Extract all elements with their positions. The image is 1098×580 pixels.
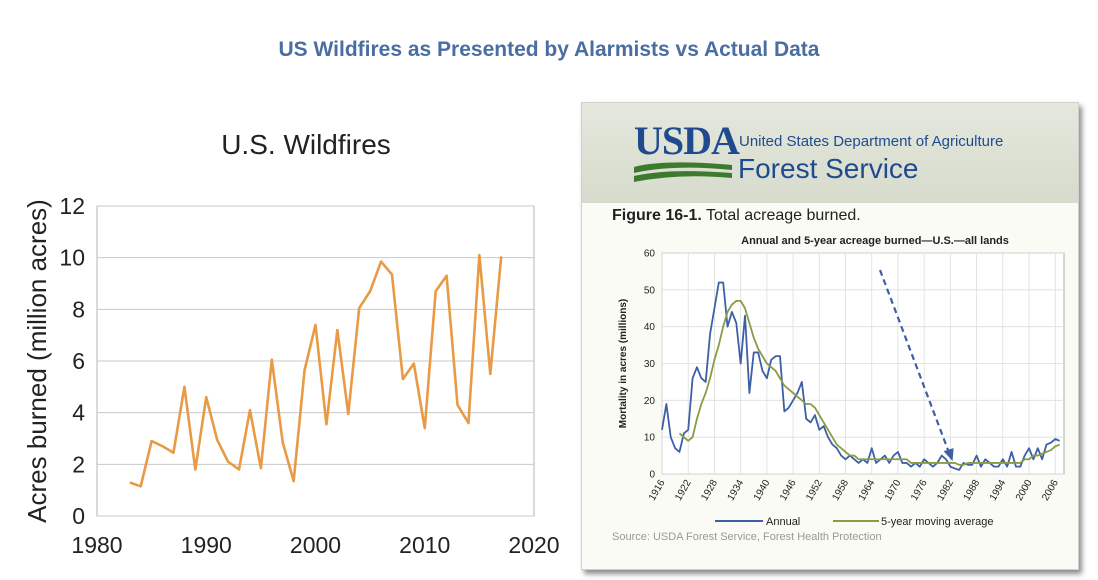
figure-caption: Figure 16-1. Total acreage burned.: [612, 207, 861, 225]
inner-chart-title: Annual and 5-year acreage burned—U.S.—al…: [741, 235, 1009, 247]
x-tick-label: 1980: [71, 532, 122, 558]
chart-title: U.S. Wildfires: [221, 129, 391, 160]
arrow-head-icon: [943, 448, 954, 462]
dept-name: United States Department of Agriculture: [739, 133, 1004, 150]
inner-y-axis-label: Mortality in acres (millions): [618, 299, 629, 428]
agency-name: Forest Service: [738, 153, 919, 184]
inner-x-tick-label: 1988: [962, 478, 983, 503]
inner-y-tick-label: 30: [644, 359, 656, 370]
inner-x-tick-label: 1976: [909, 478, 930, 503]
x-tick-label: 2020: [508, 532, 559, 558]
inner-x-tick-label: 1934: [726, 478, 747, 503]
inner-x-tick-label: 1928: [699, 478, 720, 503]
inner-y-tick-label: 20: [644, 396, 656, 407]
legend-annual-label: Annual: [766, 516, 800, 528]
y-tick-label: 8: [72, 296, 85, 322]
inner-x-tick-label: 2006: [1040, 478, 1061, 503]
usda-hills-logo-icon: [634, 162, 732, 182]
legend-moving-average-label: 5-year moving average: [881, 516, 994, 528]
inner-x-tick-label: 1922: [673, 478, 694, 503]
inner-x-tick-label: 2000: [1014, 478, 1035, 503]
y-tick-label: 4: [72, 400, 85, 426]
inner-y-tick-label: 50: [644, 285, 656, 296]
inner-y-tick-label: 10: [644, 433, 656, 444]
usda-figure-panel: USDA United States Department of Agricul…: [581, 102, 1079, 570]
inner-x-tick-label: 1970: [883, 478, 904, 503]
inner-x-tick-label: 1946: [778, 478, 799, 503]
figure-desc: Total acreage burned.: [705, 207, 861, 224]
y-tick-label: 10: [59, 245, 85, 271]
inner-y-tick-label: 0: [649, 470, 655, 481]
inner-y-tick-label: 40: [644, 322, 656, 333]
moving-average-series-line: [678, 299, 1060, 466]
annual-series-line: [661, 281, 1060, 471]
source-note: Source: USDA Forest Service, Forest Heal…: [612, 531, 882, 543]
inner-x-tick-label: 1982: [935, 478, 956, 503]
y-tick-label: 6: [72, 348, 85, 374]
usda-logo: USDA: [634, 118, 740, 163]
dashed-arrow: [878, 269, 951, 455]
y-tick-label: 0: [72, 503, 85, 529]
y-axis-label: Acres burned (million acres): [22, 199, 52, 523]
inner-x-tick-label: 1964: [857, 478, 878, 503]
y-tick-label: 12: [59, 193, 85, 219]
y-tick-label: 2: [72, 451, 85, 477]
inner-x-tick-label: 1952: [804, 478, 825, 503]
x-tick-label: 2000: [290, 532, 341, 558]
inner-x-tick-label: 1940: [752, 478, 773, 503]
x-tick-label: 2010: [399, 532, 450, 558]
left-chart: 0 2 4 6 8 10 12 1980 1990 2000 2010 2020 U.S. Wildfi…: [22, 129, 560, 558]
inner-x-tick-label: 1958: [830, 478, 851, 503]
wildfire-series-line: [129, 253, 503, 488]
figure-label: Figure 16-1.: [612, 207, 702, 224]
x-tick-label: 1990: [181, 532, 232, 558]
inner-x-tick-label: 1916: [647, 478, 668, 503]
usda-banner: USDA United States Department of Agricul…: [582, 103, 1078, 203]
inner-x-tick-label: 1994: [988, 478, 1009, 503]
inner-y-tick-label: 60: [644, 249, 656, 260]
page-title: US Wildfires as Presented by Alarmists v…: [278, 38, 820, 61]
